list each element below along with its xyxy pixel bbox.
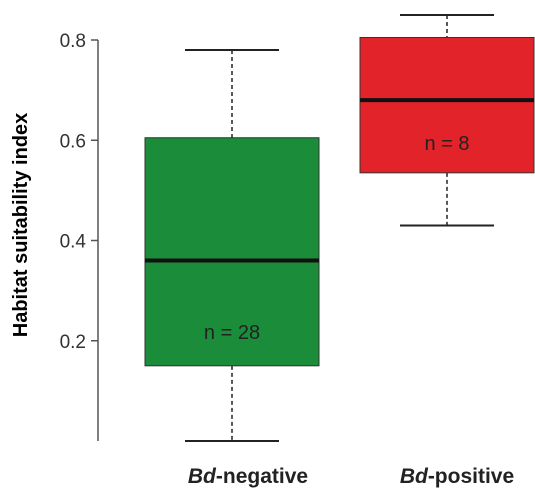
box-group: n = 8 Bd-positive xyxy=(359,13,535,488)
y-tick-label: 0.2 xyxy=(60,332,86,353)
y-tick-label: 0.6 xyxy=(60,131,86,152)
y-tick-label: 0.4 xyxy=(60,232,87,253)
y-axis-label: Habitat suitability index xyxy=(10,113,32,337)
iqr-box xyxy=(144,137,320,367)
plot-area: n = 28 Bd-negative n = 8 Bd-positive xyxy=(144,13,535,488)
box-group: n = 28 Bd-negative xyxy=(144,49,320,488)
y-axis: 0.2 0.4 0.6 0.8 xyxy=(60,31,99,441)
sample-size-label: n = 28 xyxy=(204,322,260,344)
sample-size-label: n = 8 xyxy=(424,133,469,155)
iqr-box xyxy=(359,36,535,174)
category-label: Bd-negative xyxy=(188,465,308,488)
y-tick-label: 0.8 xyxy=(60,31,86,52)
category-label: Bd-positive xyxy=(400,465,514,488)
